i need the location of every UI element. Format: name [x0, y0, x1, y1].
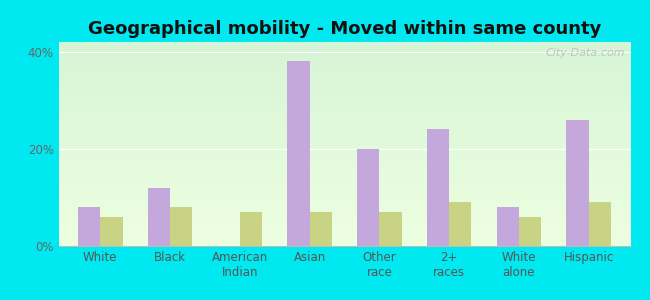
Bar [566, 120, 589, 246]
Bar [357, 149, 380, 246]
Bar [427, 129, 449, 246]
Bar [519, 217, 541, 246]
Bar [148, 188, 170, 246]
Bar [100, 217, 123, 246]
Bar [287, 61, 309, 246]
Title: Geographical mobility - Moved within same county: Geographical mobility - Moved within sam… [88, 20, 601, 38]
Bar [170, 207, 192, 246]
Bar [78, 207, 100, 246]
Bar [380, 212, 402, 246]
Text: City-Data.com: City-Data.com [545, 48, 625, 58]
Bar [589, 202, 611, 246]
Bar [240, 212, 262, 246]
Bar [309, 212, 332, 246]
Bar [497, 207, 519, 246]
Bar [449, 202, 471, 246]
